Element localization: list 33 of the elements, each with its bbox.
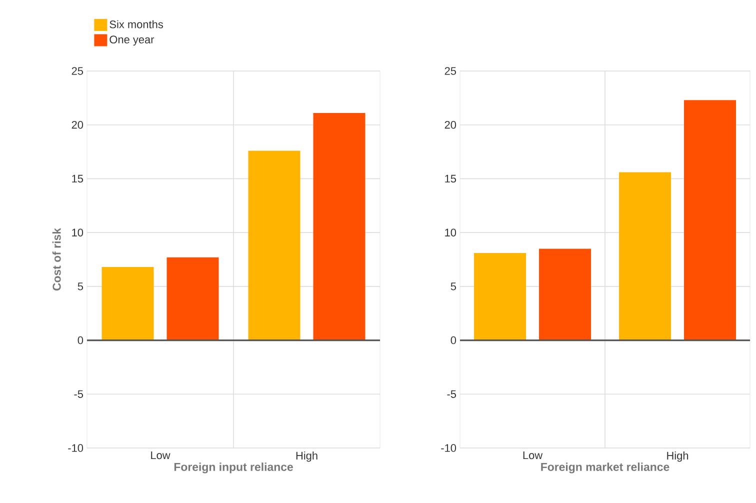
bar — [166, 257, 219, 340]
y-tick-label: 10 — [72, 228, 84, 236]
x-tick-label: High — [667, 452, 688, 462]
bar — [619, 172, 672, 340]
y-tick-label: 25 — [444, 67, 456, 75]
y-axis-title: Cost of risk — [52, 228, 61, 291]
y-tick-label: -10 — [68, 444, 84, 452]
y-tick-label: -5 — [447, 390, 456, 398]
x-tick-label: Low — [523, 452, 543, 460]
bar — [474, 253, 526, 340]
y-tick-label: 0 — [450, 336, 456, 344]
y-tick-label: -10 — [441, 444, 456, 452]
legend-label: One year — [110, 36, 154, 46]
y-tick-label: -5 — [74, 390, 84, 398]
y-tick-label: 25 — [72, 67, 84, 75]
bar — [248, 150, 300, 340]
y-tick-label: 5 — [78, 282, 84, 290]
bar — [313, 112, 366, 340]
y-tick-label: 0 — [78, 336, 84, 344]
y-tick-label: 10 — [445, 228, 456, 236]
y-tick-label: 20 — [72, 120, 84, 129]
x-tick-label: Low — [151, 452, 170, 460]
bar — [102, 267, 154, 340]
x-axis-title: Foreign market reliance — [541, 462, 670, 474]
bar — [539, 248, 592, 340]
x-tick-label: High — [296, 452, 318, 462]
y-tick-label: 5 — [450, 282, 456, 290]
legend-label: Six months — [110, 20, 163, 28]
y-tick-label: 15 — [445, 174, 456, 183]
y-tick-label: 15 — [72, 174, 84, 183]
x-axis-title: Foreign input reliance — [174, 462, 293, 474]
bar — [684, 100, 736, 340]
y-tick-label: 20 — [444, 120, 456, 129]
